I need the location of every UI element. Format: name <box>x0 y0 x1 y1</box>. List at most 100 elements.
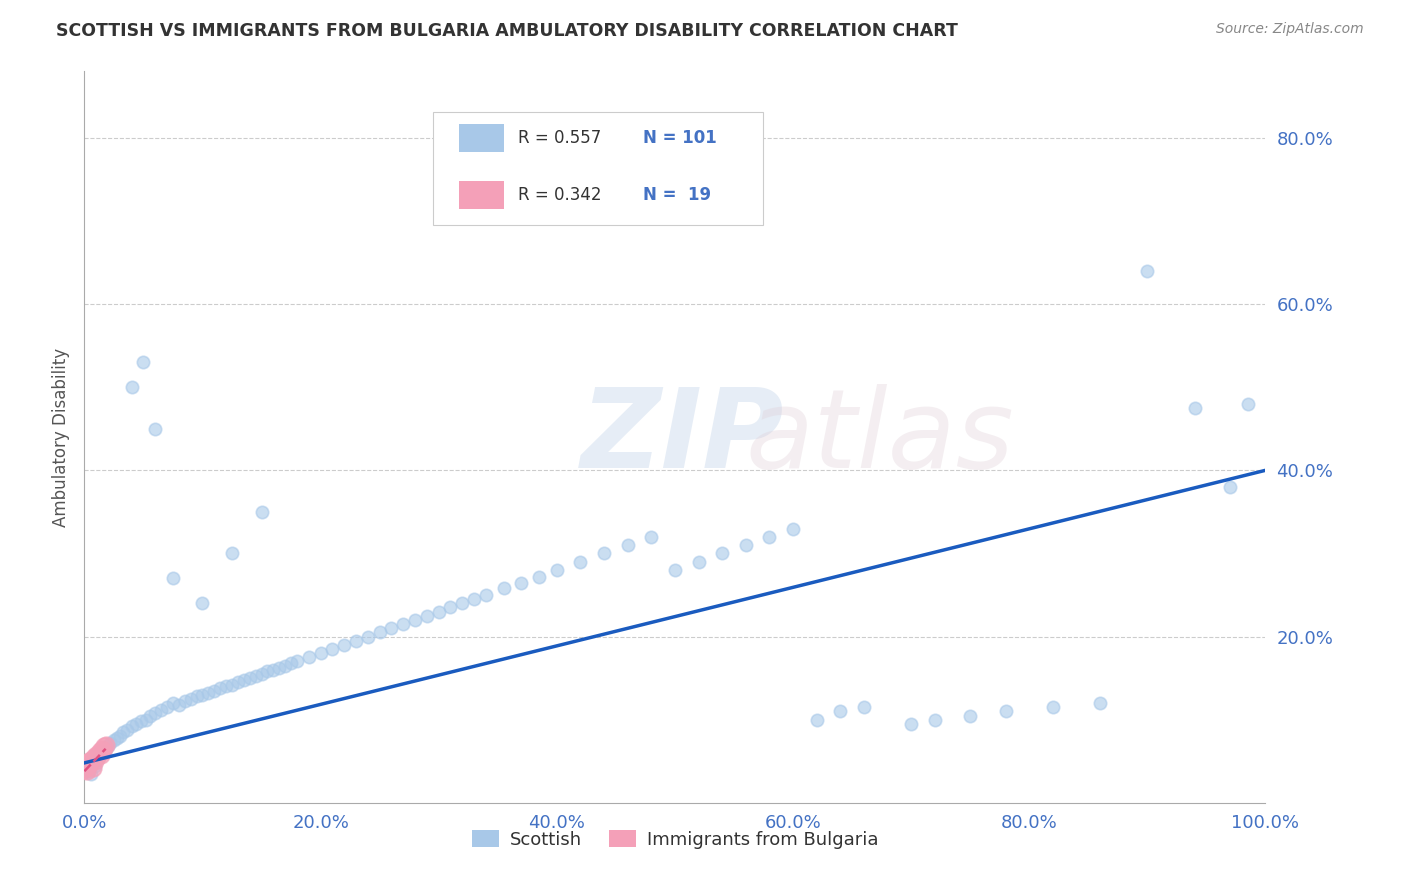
Point <box>392 617 415 632</box>
Point <box>546 563 568 577</box>
Point <box>97 739 120 754</box>
Point <box>180 692 202 706</box>
Point <box>711 546 734 560</box>
Point <box>121 719 143 733</box>
Point <box>89 744 111 758</box>
Point <box>103 733 125 747</box>
Point <box>129 714 152 729</box>
Point <box>321 642 343 657</box>
Point <box>156 700 179 714</box>
Point <box>87 750 110 764</box>
Point <box>86 750 108 764</box>
Text: Source: ZipAtlas.com: Source: ZipAtlas.com <box>1216 22 1364 37</box>
Point <box>900 716 922 731</box>
Text: N =  19: N = 19 <box>643 186 711 204</box>
Point <box>143 422 166 436</box>
Point <box>250 505 273 519</box>
Point <box>274 658 297 673</box>
Point <box>91 746 114 760</box>
Point <box>1219 480 1241 494</box>
Point <box>77 758 100 772</box>
Point <box>93 739 115 754</box>
Point <box>806 713 828 727</box>
Point <box>143 706 166 720</box>
Point <box>221 546 243 560</box>
Text: R = 0.557: R = 0.557 <box>517 129 600 147</box>
Point <box>107 731 129 745</box>
Point <box>77 764 100 779</box>
Point <box>280 656 302 670</box>
Point <box>994 705 1017 719</box>
Point <box>197 686 219 700</box>
Bar <box>458 124 503 152</box>
Point <box>1136 264 1159 278</box>
Point <box>285 655 308 669</box>
Point <box>344 633 367 648</box>
Text: N = 101: N = 101 <box>643 129 717 147</box>
Point <box>121 380 143 394</box>
Point <box>475 588 498 602</box>
Point <box>84 759 107 773</box>
Point <box>616 538 638 552</box>
Point <box>250 667 273 681</box>
Point <box>569 555 592 569</box>
Point <box>77 754 100 768</box>
Point <box>221 678 243 692</box>
Text: SCOTTISH VS IMMIGRANTS FROM BULGARIA AMBULATORY DISABILITY CORRELATION CHART: SCOTTISH VS IMMIGRANTS FROM BULGARIA AMB… <box>56 22 957 40</box>
Point <box>1184 401 1206 415</box>
Point <box>852 700 875 714</box>
Point <box>83 753 105 767</box>
Point <box>404 613 426 627</box>
Point <box>135 713 157 727</box>
Point <box>256 665 278 679</box>
Point <box>94 738 117 752</box>
Point <box>76 764 98 779</box>
Point <box>84 747 107 762</box>
Point <box>209 681 232 695</box>
Point <box>75 763 97 777</box>
Point <box>232 673 254 687</box>
Point <box>87 746 110 760</box>
Point <box>79 756 101 770</box>
Point <box>80 753 103 767</box>
Point <box>84 747 107 762</box>
Point <box>73 763 96 777</box>
Point <box>1042 700 1064 714</box>
Point <box>75 761 97 775</box>
Point <box>91 744 114 758</box>
Text: ZIP: ZIP <box>581 384 785 491</box>
Point <box>640 530 662 544</box>
Point <box>510 575 533 590</box>
Point <box>191 688 214 702</box>
Point <box>782 521 804 535</box>
Point <box>83 750 105 764</box>
Point <box>1088 696 1111 710</box>
Point <box>84 754 107 768</box>
Point <box>139 708 162 723</box>
Point <box>98 736 121 750</box>
Y-axis label: Ambulatory Disability: Ambulatory Disability <box>52 348 70 526</box>
Point <box>959 708 981 723</box>
Point <box>380 621 402 635</box>
Point <box>108 729 131 743</box>
Point <box>758 530 780 544</box>
Point <box>298 650 321 665</box>
Point <box>82 756 104 770</box>
Point <box>162 696 184 710</box>
Point <box>115 723 138 737</box>
Bar <box>458 181 503 209</box>
Point <box>463 592 485 607</box>
Point <box>451 596 474 610</box>
Point <box>439 600 461 615</box>
Point <box>1236 397 1258 411</box>
Point <box>309 646 332 660</box>
Point <box>239 671 262 685</box>
Point <box>333 638 356 652</box>
Point <box>245 669 267 683</box>
Point <box>924 713 946 727</box>
Point <box>664 563 686 577</box>
Point <box>357 630 380 644</box>
Point <box>527 570 550 584</box>
Point <box>427 605 450 619</box>
Point <box>112 725 135 739</box>
